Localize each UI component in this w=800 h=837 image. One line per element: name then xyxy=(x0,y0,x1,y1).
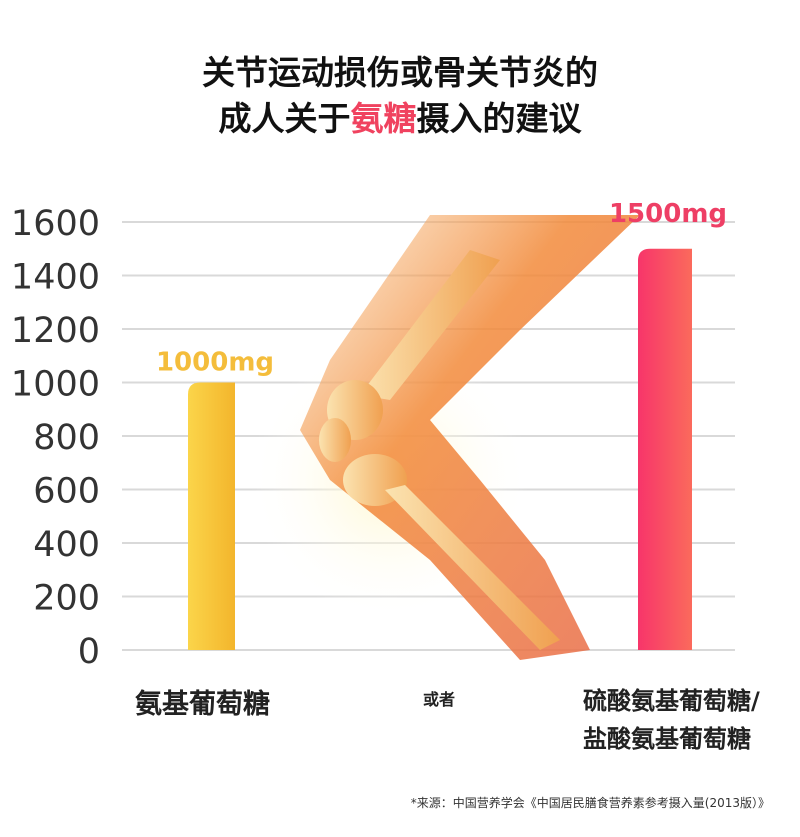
title-pre: 成人关于 xyxy=(218,99,351,138)
y-tick-label: 600 xyxy=(33,472,100,512)
y-tick-label: 1400 xyxy=(11,258,100,298)
y-tick-label: 1600 xyxy=(11,204,100,244)
category-label-1: 氨基葡萄糖 xyxy=(135,689,270,720)
data-label: 1000mg xyxy=(156,348,274,378)
category-label-2-line-1: 硫酸氨基葡萄糖/ xyxy=(583,687,760,715)
separator-label: 或者 xyxy=(423,690,456,709)
y-tick-label: 200 xyxy=(33,579,100,619)
source-footnote: *来源：中国营养学会《中国居民膳食营养素参考摄入量(2013版）》 xyxy=(410,796,770,810)
y-tick-label: 0 xyxy=(78,632,100,672)
category-label-2: 硫酸氨基葡萄糖/盐酸氨基葡萄糖 xyxy=(583,682,760,758)
y-tick-label: 1000 xyxy=(11,365,100,405)
bar xyxy=(638,248,692,650)
title-post: 摄入的建议 xyxy=(416,99,582,138)
knee-illustration xyxy=(250,215,640,660)
title-highlight: 氨糖 xyxy=(350,99,417,138)
title-line-1: 关节运动损伤或骨关节炎的 xyxy=(202,53,598,92)
bar xyxy=(188,382,235,650)
data-label: 1500mg xyxy=(609,199,727,229)
y-tick-label: 800 xyxy=(33,418,100,458)
y-tick-label: 1200 xyxy=(11,311,100,351)
title-line-2: 成人关于氨糖摄入的建议 xyxy=(0,96,800,142)
y-tick-label: 400 xyxy=(33,525,100,565)
category-label-2-line-2: 盐酸氨基葡萄糖 xyxy=(583,725,751,753)
